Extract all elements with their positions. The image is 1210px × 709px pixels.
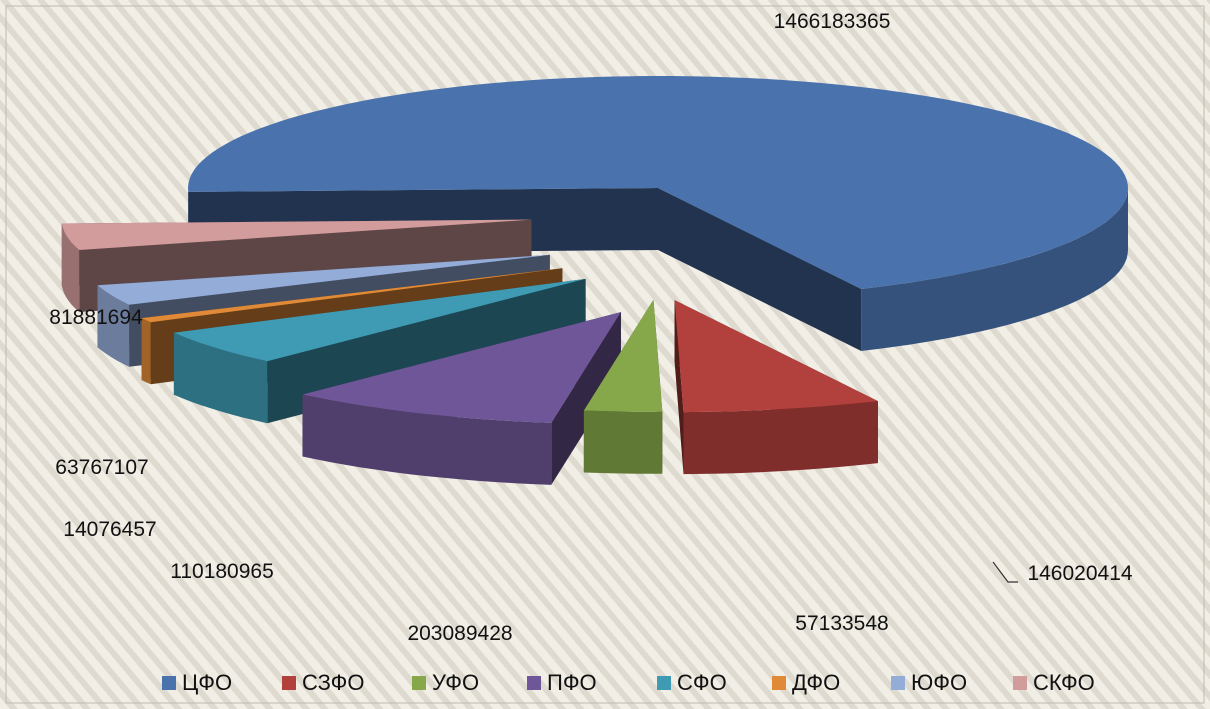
data-label-дфо: 14076457 — [63, 518, 156, 541]
legend-label: УФО — [432, 670, 479, 695]
legend-swatch — [891, 676, 905, 690]
pie-slices — [61, 76, 1128, 485]
pie-slice-уфо — [583, 299, 663, 474]
slice-outer-wall — [861, 188, 1128, 351]
data-label-скфо: 81881694 — [49, 306, 143, 329]
leader-line — [992, 561, 1018, 583]
legend-label: СФО — [677, 670, 727, 695]
chart-frame — [5, 5, 1205, 704]
legend-item-сзфо: СЗФО — [282, 670, 365, 695]
slice-top-face — [674, 300, 878, 413]
slice-outer-wall — [173, 332, 268, 424]
legend-swatch — [162, 676, 176, 690]
legend-label: ЮФО — [911, 670, 967, 695]
legend-swatch — [527, 676, 541, 690]
data-label-юфо: 63767107 — [55, 456, 148, 479]
slice-outer-wall — [683, 401, 878, 475]
slice-outer-wall — [97, 285, 130, 367]
slice-top-face — [173, 278, 586, 362]
slice-top-face — [61, 219, 532, 250]
slice-outer-wall — [302, 394, 552, 485]
slice-top-face — [97, 254, 550, 305]
legend-swatch — [772, 676, 786, 690]
slice-side-wall — [674, 300, 684, 475]
legend-item-уфо: УФО — [412, 670, 479, 695]
slice-outer-wall — [583, 410, 663, 474]
data-label-пфо: 203089428 — [407, 622, 512, 645]
legend-label: СЗФО — [302, 670, 365, 695]
slice-top-face — [302, 312, 621, 423]
slice-side-wall — [173, 278, 586, 395]
slice-outer-wall — [141, 318, 151, 385]
slice-side-wall — [658, 188, 862, 351]
legend-swatch — [412, 676, 426, 690]
legend-item-цфо: ЦФО — [162, 670, 232, 695]
legend: ЦФО СЗФО УФО ПФО СФО ДФО ЮФО СКФО — [162, 670, 1095, 695]
data-label-уфо: 57133548 — [795, 612, 888, 635]
slice-outer-wall — [61, 223, 80, 312]
slice-top-face — [188, 76, 1128, 289]
legend-item-скфо: СКФО — [1013, 670, 1095, 695]
legend-label: ДФО — [792, 670, 840, 695]
legend-item-сфо: СФО — [657, 670, 727, 695]
data-label-сзфо: 146020414 — [1027, 562, 1132, 585]
slice-top-face — [583, 299, 663, 412]
legend-label: ЦФО — [182, 670, 232, 695]
legend-swatch — [282, 676, 296, 690]
legend-label: ПФО — [547, 670, 597, 695]
data-label-цфо: 1466183365 — [774, 10, 891, 33]
data-label-сфо: 110180965 — [170, 560, 274, 583]
data-labels: 1466183365 146020414 57133548 203089428 1101… — [49, 10, 1133, 645]
legend-label: СКФО — [1033, 670, 1095, 695]
legend-item-юфо: ЮФО — [891, 670, 967, 695]
pie-slice-пфо — [302, 312, 621, 485]
legend-swatch — [657, 676, 671, 690]
legend-item-дфо: ДФО — [772, 670, 840, 695]
slice-top-face — [141, 268, 563, 323]
legend-swatch — [1013, 676, 1027, 690]
legend-item-пфо: ПФО — [527, 670, 597, 695]
pie-slice-сзфо — [674, 300, 878, 475]
